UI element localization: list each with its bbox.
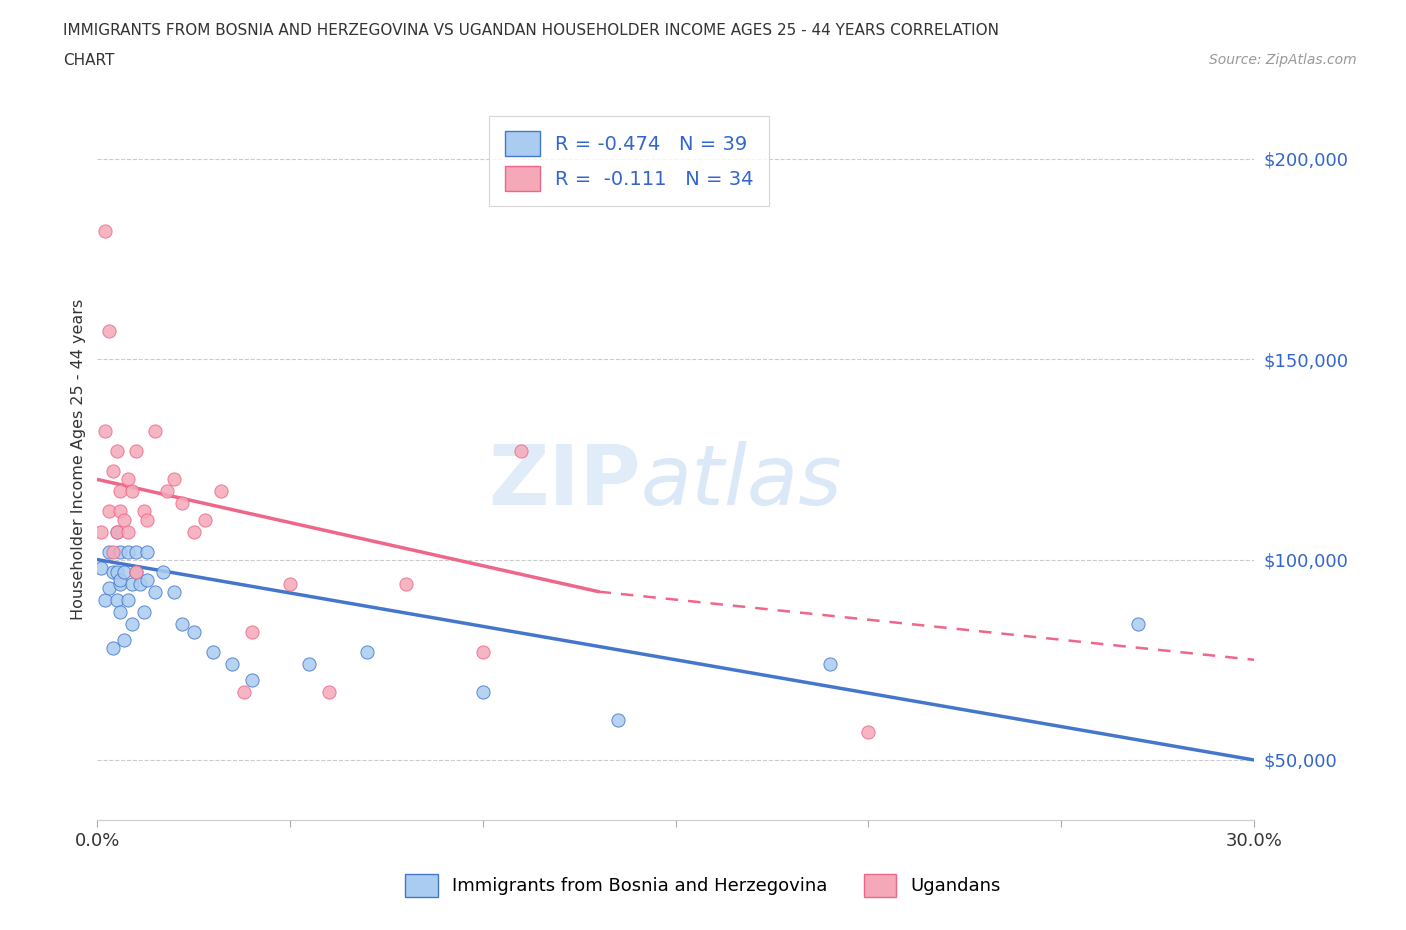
Point [202,644,225,659]
Point [105,444,128,458]
Point [125,565,148,579]
Point [110,504,132,519]
Point [156,484,179,498]
Point [112,512,135,527]
Point [132,604,155,619]
Point [221,657,243,671]
Point [117,592,139,607]
Point [121,577,143,591]
Point [121,617,143,631]
Text: IMMIGRANTS FROM BOSNIA AND HERZEGOVINA VS UGANDAN HOUSEHOLDER INCOME AGES 25 - 4: IMMIGRANTS FROM BOSNIA AND HERZEGOVINA V… [63,23,1000,38]
Point [112,565,135,579]
Point [163,584,186,599]
Point [110,572,132,587]
Point [128,577,150,591]
Point [298,657,321,671]
Point [101,641,124,656]
Point [90,560,112,575]
Point [143,424,166,439]
Point [112,632,135,647]
Point [101,464,124,479]
Point [1128,617,1150,631]
Point [136,544,159,559]
Point [240,624,263,639]
Point [395,577,418,591]
Point [606,712,628,727]
Point [94,223,117,238]
Point [105,525,128,539]
Point [97,504,120,519]
Point [194,512,217,527]
Point [183,525,205,539]
Point [90,525,112,539]
Point [110,577,132,591]
Point [183,624,205,639]
Point [172,617,194,631]
Point [136,572,159,587]
Legend: R = -0.474   N = 39, R =  -0.111   N = 34: R = -0.474 N = 39, R = -0.111 N = 34 [489,115,769,206]
Point [136,512,159,527]
Point [110,604,132,619]
Point [125,565,148,579]
Point [209,484,232,498]
Y-axis label: Householder Income Ages 25 - 44 years: Householder Income Ages 25 - 44 years [72,299,86,620]
Point [117,525,139,539]
Point [105,565,128,579]
Point [318,684,340,699]
Point [232,684,254,699]
Point [471,644,494,659]
Point [125,444,148,458]
Legend: Immigrants from Bosnia and Herzegovina, Ugandans: Immigrants from Bosnia and Herzegovina, … [398,867,1008,904]
Point [858,724,880,739]
Point [101,544,124,559]
Point [117,472,139,487]
Text: CHART: CHART [63,53,115,68]
Point [132,504,155,519]
Point [172,496,194,511]
Text: ZIP: ZIP [488,441,641,522]
Point [125,544,148,559]
Point [94,592,117,607]
Point [97,544,120,559]
Point [152,565,174,579]
Point [471,684,494,699]
Point [110,484,132,498]
Point [143,584,166,599]
Point [110,544,132,559]
Point [240,672,263,687]
Point [117,544,139,559]
Point [510,444,533,458]
Point [101,565,124,579]
Point [163,472,186,487]
Point [97,324,120,339]
Point [278,577,301,591]
Point [105,592,128,607]
Point [356,644,378,659]
Point [121,484,143,498]
Point [94,424,117,439]
Point [818,657,841,671]
Point [97,580,120,595]
Text: atlas: atlas [641,441,842,522]
Point [105,525,128,539]
Text: Source: ZipAtlas.com: Source: ZipAtlas.com [1209,53,1357,67]
